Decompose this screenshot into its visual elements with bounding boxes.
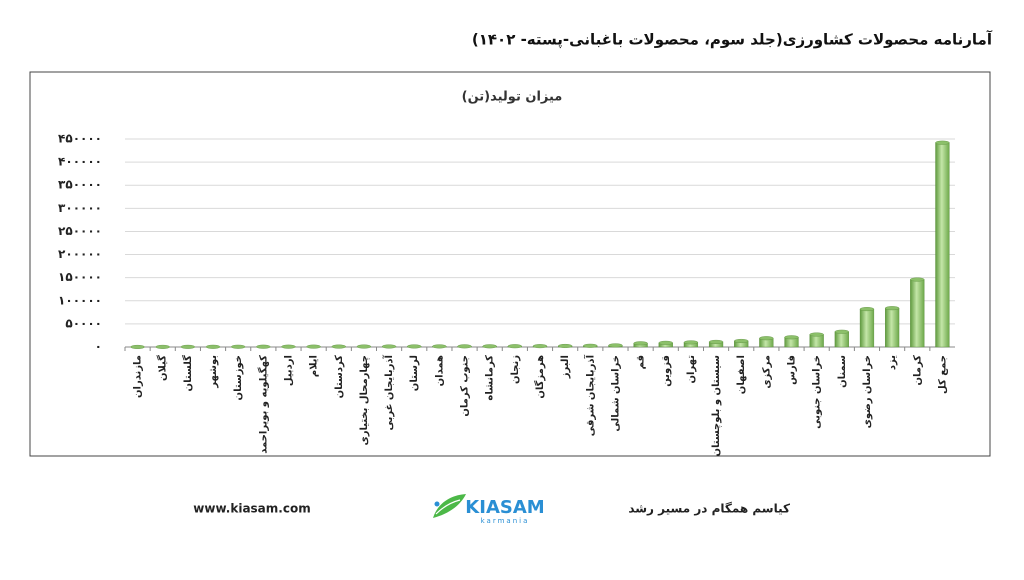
logo-dot xyxy=(435,502,440,507)
bar-top xyxy=(659,341,673,345)
y-tick-label: ۵۰۰۰۰ xyxy=(65,316,102,330)
x-tick-label: اردبیل xyxy=(283,355,294,386)
x-tick-label: سیستان و بلوچستان xyxy=(711,355,722,457)
bar-top xyxy=(508,344,522,348)
bar-top xyxy=(533,344,547,348)
x-tick-label: جمع کل xyxy=(937,355,948,394)
bar-top xyxy=(357,345,371,349)
bar-top xyxy=(407,345,421,349)
bar-top xyxy=(558,344,572,348)
bar-top xyxy=(860,307,874,311)
x-tick-label: زنجان xyxy=(510,355,521,384)
x-tick-label: خراسان رضوی xyxy=(862,355,873,428)
bar-top xyxy=(885,306,899,310)
bar-top xyxy=(835,330,849,334)
bar-top xyxy=(332,345,346,349)
x-tick-label: خراسان جنوبی xyxy=(812,355,823,429)
bar-top xyxy=(256,345,270,349)
x-tick-label: کرمان xyxy=(912,355,923,386)
x-tick-label: البرز xyxy=(560,355,571,379)
chart-title: میزان تولید(تن) xyxy=(462,90,563,105)
x-tick-label: قزوین xyxy=(661,355,672,387)
x-tick-label: کهگیلویه و بویراحمد xyxy=(256,355,269,454)
page-title: آمارنامه محصولات کشاورزی(جلد سوم، محصولا… xyxy=(472,31,993,50)
brand-sub: karmania xyxy=(481,517,530,525)
bar-top xyxy=(206,345,220,349)
bar xyxy=(860,309,874,347)
x-tick-label: لرستان xyxy=(409,355,420,391)
y-tick-label: ۱۰۰۰۰۰ xyxy=(58,293,102,307)
y-tick-label: ۲۵۰۰۰۰ xyxy=(58,224,102,238)
y-tick-label: ۳۰۰۰۰۰ xyxy=(58,201,102,215)
y-tick-label: ۳۵۰۰۰۰ xyxy=(58,178,102,192)
x-tick-label: یزد xyxy=(887,355,898,370)
x-tick-label: کرمانشاه xyxy=(485,355,496,401)
bar-top xyxy=(759,336,773,340)
x-tick-label: خوزستان xyxy=(233,355,244,400)
bar-top xyxy=(131,345,145,349)
bar xyxy=(910,280,924,347)
x-tick-label: سمنان xyxy=(837,355,848,388)
bar-top xyxy=(156,345,170,349)
bar xyxy=(835,332,849,347)
bar-top xyxy=(181,345,195,349)
bar-top xyxy=(609,344,623,348)
x-tick-label: مازندران xyxy=(133,355,144,398)
y-tick-label: ۰ xyxy=(95,340,102,354)
bar-top xyxy=(709,340,723,344)
bar-top xyxy=(282,345,296,349)
x-tick-label: فارس xyxy=(787,355,798,385)
bar-top xyxy=(936,141,950,145)
y-tick-label: ۲۰۰۰۰۰ xyxy=(58,247,102,261)
logo xyxy=(433,494,466,518)
bar-top xyxy=(734,339,748,343)
bar-top xyxy=(382,345,396,349)
x-tick-label: قم xyxy=(636,355,647,369)
x-tick-label: همدان xyxy=(434,355,445,386)
y-tick-label: ۴۰۰۰۰۰ xyxy=(58,155,102,169)
x-tick-label: چهارمحال بختیاری xyxy=(359,355,370,445)
x-tick-label: هرمزگان xyxy=(533,355,546,399)
x-tick-label: جنوب کرمان xyxy=(460,355,471,417)
bar-top xyxy=(810,333,824,337)
bar-top xyxy=(910,278,924,282)
y-tick-label: ۱۵۰۰۰۰ xyxy=(58,270,102,284)
bar-top xyxy=(634,342,648,346)
bar xyxy=(936,143,950,347)
x-tick-label: گیلان xyxy=(156,355,169,381)
x-tick-label: بوشهر xyxy=(208,355,219,389)
x-tick-label: آذربایجان شرقی xyxy=(583,354,596,436)
x-tick-label: ایلام xyxy=(309,355,320,377)
brand: KIASAM xyxy=(465,497,544,518)
chart-frame xyxy=(30,72,990,456)
x-tick-label: خراسان شمالی xyxy=(610,355,621,432)
bar-top xyxy=(458,345,472,349)
bar-top xyxy=(684,341,698,345)
bar-top xyxy=(231,345,245,349)
x-tick-label: گلستان xyxy=(181,355,194,392)
bar-top xyxy=(785,335,799,339)
bar xyxy=(885,308,899,347)
x-tick-label: اصفهان xyxy=(736,355,747,394)
website: www.kiasam.com xyxy=(193,502,310,516)
slogan: کیاسم همگام در مسیر رشد xyxy=(628,502,790,517)
x-tick-label: تهران xyxy=(686,355,697,384)
bar-top xyxy=(583,344,597,348)
y-tick-label: ۴۵۰۰۰۰ xyxy=(58,132,102,146)
bar-top xyxy=(307,345,321,349)
x-tick-label: کردستان xyxy=(334,355,345,399)
x-tick-label: مرکزی xyxy=(761,355,772,389)
bar-top xyxy=(483,345,497,349)
bar-top xyxy=(432,345,446,349)
x-tick-label: آذربایجان غربی xyxy=(382,354,395,430)
